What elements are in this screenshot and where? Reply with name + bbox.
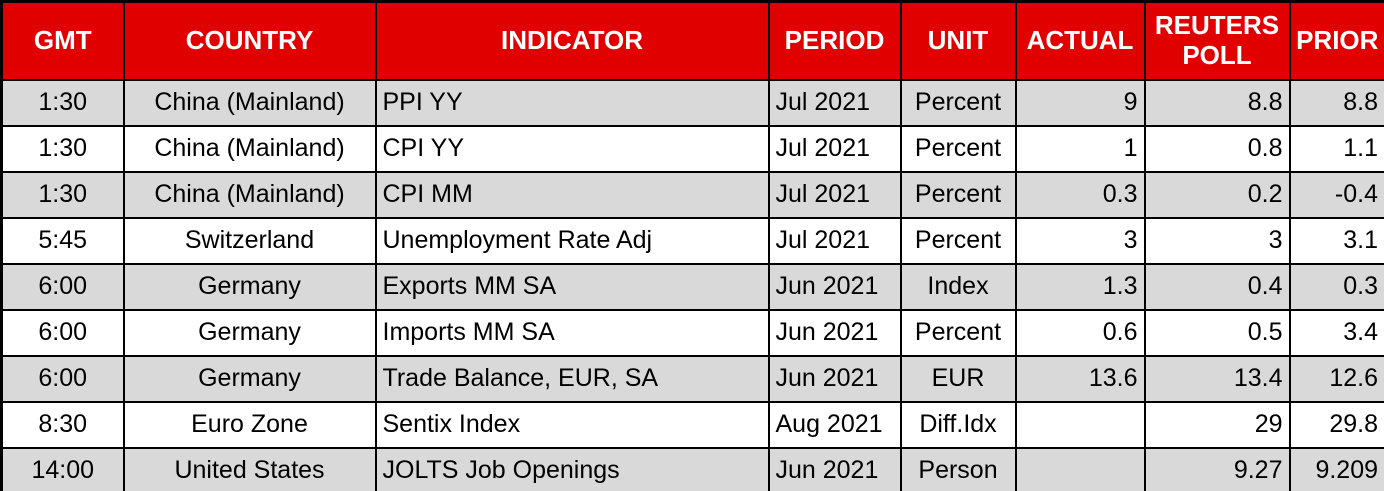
cell-reuters-poll: 3 — [1143, 216, 1291, 265]
column-header-unit: UNIT — [899, 0, 1017, 81]
table-row: 8:30 Euro Zone Sentix Index Aug 2021 Dif… — [0, 400, 1384, 449]
cell-country: Germany — [122, 354, 377, 403]
table-row: 6:00 Germany Exports MM SA Jun 2021 Inde… — [0, 262, 1384, 311]
cell-unit: Percent — [899, 170, 1017, 219]
table-row: 1:30 China (Mainland) PPI YY Jul 2021 Pe… — [0, 78, 1384, 127]
cell-gmt: 1:30 — [0, 124, 125, 173]
cell-actual: 1.3 — [1014, 262, 1146, 311]
column-header-country: COUNTRY — [122, 0, 377, 81]
cell-indicator: JOLTS Job Openings — [374, 446, 770, 491]
cell-actual: 0.6 — [1014, 308, 1146, 357]
cell-actual: 13.6 — [1014, 354, 1146, 403]
cell-prior: 29.8 — [1288, 400, 1384, 449]
cell-indicator: PPI YY — [374, 78, 770, 127]
cell-reuters-poll: 0.2 — [1143, 170, 1291, 219]
column-header-actual: ACTUAL — [1014, 0, 1146, 81]
cell-prior: 0.3 — [1288, 262, 1384, 311]
cell-indicator: Exports MM SA — [374, 262, 770, 311]
cell-indicator: Imports MM SA — [374, 308, 770, 357]
cell-gmt: 5:45 — [0, 216, 125, 265]
cell-country: Germany — [122, 262, 377, 311]
cell-reuters-poll: 13.4 — [1143, 354, 1291, 403]
cell-reuters-poll: 9.27 — [1143, 446, 1291, 491]
cell-gmt: 1:30 — [0, 170, 125, 219]
cell-period: Aug 2021 — [767, 400, 902, 449]
cell-country: China (Mainland) — [122, 78, 377, 127]
cell-reuters-poll: 0.8 — [1143, 124, 1291, 173]
cell-indicator: CPI YY — [374, 124, 770, 173]
column-header-gmt: GMT — [0, 0, 125, 81]
cell-prior: 8.8 — [1288, 78, 1384, 127]
cell-period: Jul 2021 — [767, 170, 902, 219]
header-row: GMT COUNTRY INDICATOR PERIOD UNIT ACTUAL… — [0, 0, 1384, 81]
cell-unit: Percent — [899, 124, 1017, 173]
cell-reuters-poll: 29 — [1143, 400, 1291, 449]
cell-actual: 0.3 — [1014, 170, 1146, 219]
cell-country: United States — [122, 446, 377, 491]
cell-country: Switzerland — [122, 216, 377, 265]
cell-country: China (Mainland) — [122, 124, 377, 173]
cell-reuters-poll: 0.5 — [1143, 308, 1291, 357]
column-header-prior: PRIOR — [1288, 0, 1384, 81]
cell-period: Jul 2021 — [767, 124, 902, 173]
cell-gmt: 6:00 — [0, 262, 125, 311]
cell-prior: 3.4 — [1288, 308, 1384, 357]
table-row: 6:00 Germany Trade Balance, EUR, SA Jun … — [0, 354, 1384, 403]
cell-actual: 9 — [1014, 78, 1146, 127]
cell-gmt: 8:30 — [0, 400, 125, 449]
cell-actual: 3 — [1014, 216, 1146, 265]
table-row: 1:30 China (Mainland) CPI YY Jul 2021 Pe… — [0, 124, 1384, 173]
table-header: GMT COUNTRY INDICATOR PERIOD UNIT ACTUAL… — [0, 0, 1384, 81]
cell-unit: Percent — [899, 78, 1017, 127]
cell-unit: Person — [899, 446, 1017, 491]
table-body: 1:30 China (Mainland) PPI YY Jul 2021 Pe… — [0, 78, 1384, 491]
cell-period: Jul 2021 — [767, 216, 902, 265]
cell-indicator: Trade Balance, EUR, SA — [374, 354, 770, 403]
cell-gmt: 14:00 — [0, 446, 125, 491]
cell-country: China (Mainland) — [122, 170, 377, 219]
cell-period: Jun 2021 — [767, 262, 902, 311]
column-header-reuters-poll: REUTERS POLL — [1143, 0, 1291, 81]
cell-prior: 9.209 — [1288, 446, 1384, 491]
cell-indicator: CPI MM — [374, 170, 770, 219]
table-row: 5:45 Switzerland Unemployment Rate Adj J… — [0, 216, 1384, 265]
cell-reuters-poll: 8.8 — [1143, 78, 1291, 127]
cell-prior: 12.6 — [1288, 354, 1384, 403]
cell-indicator: Sentix Index — [374, 400, 770, 449]
cell-reuters-poll: 0.4 — [1143, 262, 1291, 311]
cell-unit: Index — [899, 262, 1017, 311]
cell-actual — [1014, 400, 1146, 449]
table-row: 14:00 United States JOLTS Job Openings J… — [0, 446, 1384, 491]
cell-country: Germany — [122, 308, 377, 357]
cell-prior: 1.1 — [1288, 124, 1384, 173]
cell-period: Jun 2021 — [767, 308, 902, 357]
table-row: 6:00 Germany Imports MM SA Jun 2021 Perc… — [0, 308, 1384, 357]
column-header-period: PERIOD — [767, 0, 902, 81]
cell-unit: Percent — [899, 216, 1017, 265]
cell-unit: Diff.Idx — [899, 400, 1017, 449]
cell-country: Euro Zone — [122, 400, 377, 449]
cell-actual: 1 — [1014, 124, 1146, 173]
cell-unit: EUR — [899, 354, 1017, 403]
cell-gmt: 6:00 — [0, 308, 125, 357]
cell-prior: -0.4 — [1288, 170, 1384, 219]
cell-period: Jul 2021 — [767, 78, 902, 127]
cell-prior: 3.1 — [1288, 216, 1384, 265]
column-header-indicator: INDICATOR — [374, 0, 770, 81]
cell-unit: Percent — [899, 308, 1017, 357]
cell-gmt: 1:30 — [0, 78, 125, 127]
cell-period: Jun 2021 — [767, 446, 902, 491]
table-row: 1:30 China (Mainland) CPI MM Jul 2021 Pe… — [0, 170, 1384, 219]
cell-indicator: Unemployment Rate Adj — [374, 216, 770, 265]
cell-actual — [1014, 446, 1146, 491]
cell-gmt: 6:00 — [0, 354, 125, 403]
cell-period: Jun 2021 — [767, 354, 902, 403]
